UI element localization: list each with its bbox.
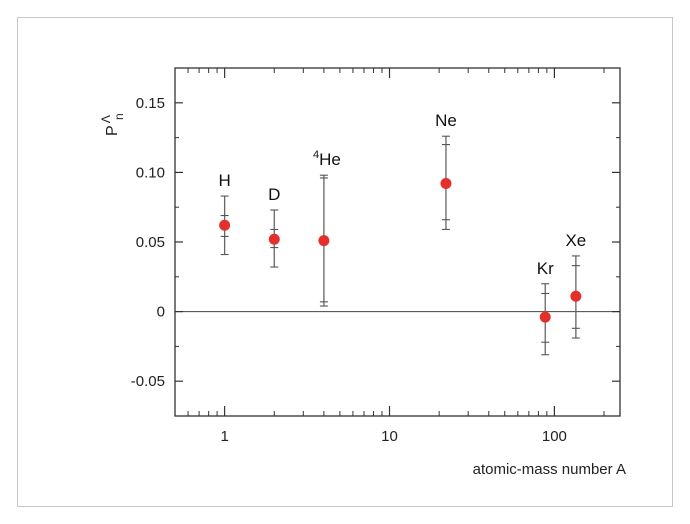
data-point-he: 4He [313, 149, 341, 307]
data-marker [318, 235, 330, 247]
data-marker [219, 219, 231, 231]
point-label-sup: 4 [313, 149, 319, 161]
point-label-main: He [319, 150, 341, 169]
data-point-h: H [218, 171, 231, 256]
x-tick-label: 10 [381, 428, 398, 445]
y-tick-label: 0 [157, 304, 165, 321]
data-marker [570, 290, 582, 302]
x-axis-title: atomic-mass number A [473, 461, 626, 478]
point-label: H [218, 171, 230, 190]
point-label: Ne [435, 111, 457, 130]
x-minor-ticks [174, 68, 605, 416]
y-axis-title: P Λ n [97, 111, 126, 136]
data-marker [539, 311, 551, 323]
x-tick-label: 100 [542, 428, 567, 445]
data-marker [440, 178, 452, 190]
data-point-d: D [268, 185, 280, 268]
plot-area [174, 67, 621, 417]
point-label: 4He [313, 149, 341, 169]
point-label: D [268, 185, 280, 204]
data-marker [268, 233, 280, 245]
data-point-xe: Xe [565, 231, 586, 339]
data-point-kr: Kr [537, 259, 554, 356]
y-tick-label: 0.15 [136, 95, 165, 112]
y-tick-label: -0.05 [131, 373, 165, 390]
y-axis-title-sup: Λ [99, 115, 113, 123]
x-major-ticks: 1 10 100 [220, 68, 567, 445]
y-tick-label: 0.10 [136, 164, 165, 181]
data-point-ne: Ne [435, 111, 457, 231]
y-ticks: 0.15 0.10 0.05 0 -0.05 [131, 95, 620, 390]
point-label: Kr [537, 259, 554, 278]
y-tick-label: 0.05 [136, 234, 165, 251]
data-points: H D 4He Ne Kr Xe [218, 111, 586, 356]
x-tick-label: 1 [220, 428, 228, 445]
figure-frame [17, 17, 673, 507]
y-axis-title-main: P [104, 125, 121, 136]
y-axis-title-sub: n [112, 113, 126, 120]
point-label: Xe [565, 231, 586, 250]
